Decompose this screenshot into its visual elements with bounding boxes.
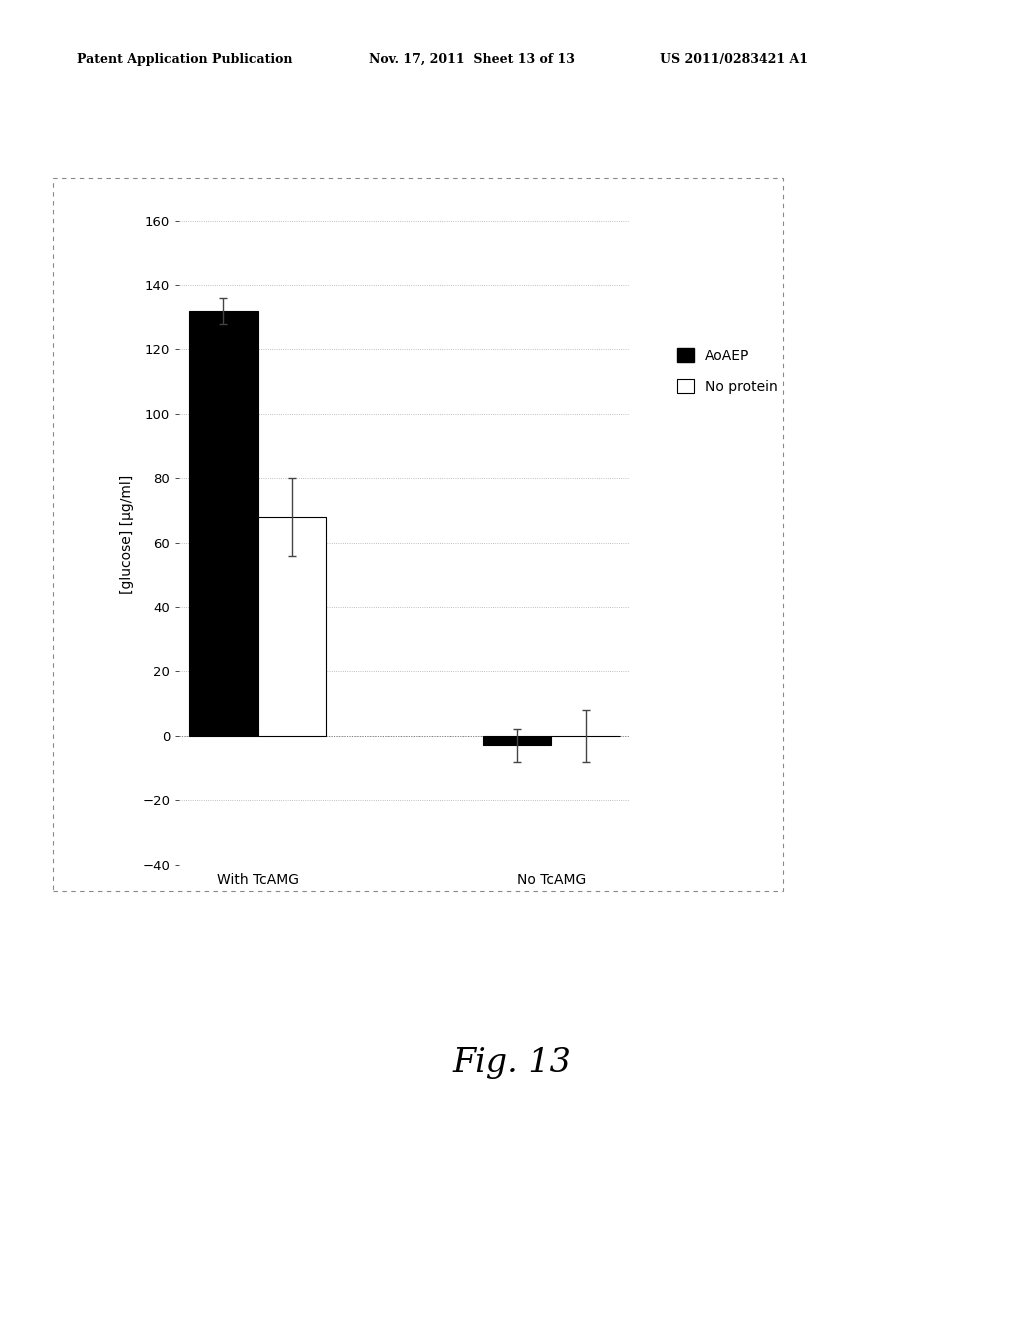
Y-axis label: [glucose] [µg/ml]: [glucose] [µg/ml] bbox=[120, 475, 134, 594]
Bar bbox=[189, 310, 258, 735]
Text: Fig. 13: Fig. 13 bbox=[453, 1047, 571, 1078]
Text: US 2011/0283421 A1: US 2011/0283421 A1 bbox=[660, 53, 809, 66]
Bar bbox=[483, 735, 551, 746]
Bar bbox=[258, 517, 326, 735]
Legend: AoAEP, No protein: AoAEP, No protein bbox=[673, 343, 781, 399]
Text: Nov. 17, 2011  Sheet 13 of 13: Nov. 17, 2011 Sheet 13 of 13 bbox=[369, 53, 574, 66]
Text: Patent Application Publication: Patent Application Publication bbox=[77, 53, 292, 66]
